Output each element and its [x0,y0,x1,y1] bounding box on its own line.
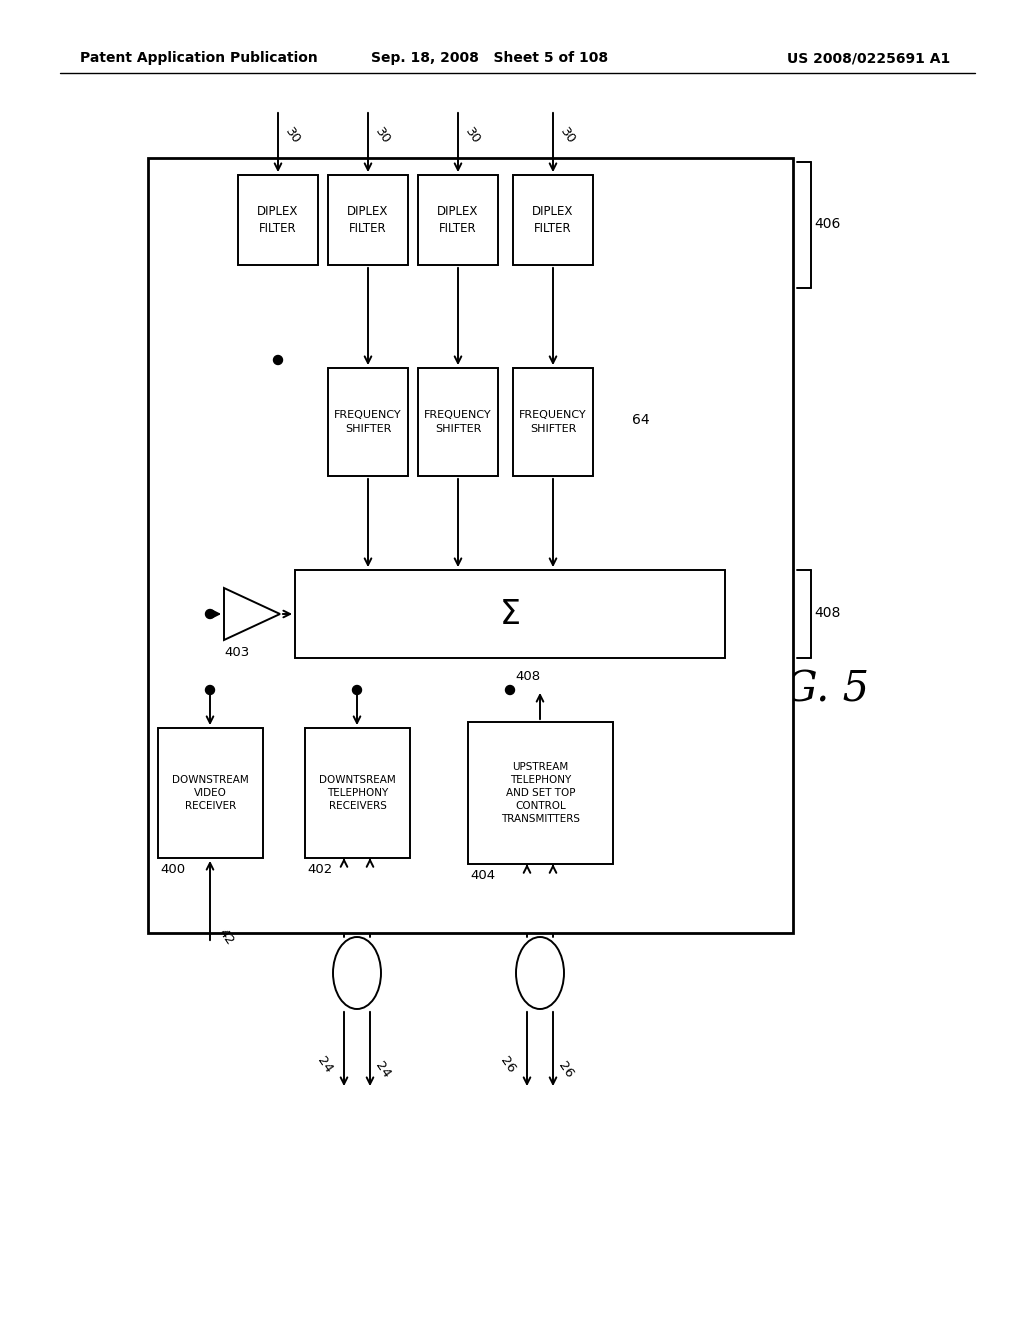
Text: DOWNTSREAM
TELEPHONY
RECEIVERS: DOWNTSREAM TELEPHONY RECEIVERS [319,775,396,812]
Text: 403: 403 [224,645,249,659]
Bar [513,368,593,477]
Text: 26: 26 [498,1053,518,1076]
Text: 24: 24 [373,1059,393,1080]
Text: 404: 404 [470,869,496,882]
Bar [418,368,498,477]
Text: 408: 408 [515,671,540,682]
Text: DIPLEX
FILTER: DIPLEX FILTER [532,205,573,235]
Text: FREQUENCY
SHIFTER: FREQUENCY SHIFTER [519,411,587,433]
Text: Sep. 18, 2008   Sheet 5 of 108: Sep. 18, 2008 Sheet 5 of 108 [372,51,608,65]
Bar [295,570,725,657]
Text: FIG. 5: FIG. 5 [740,669,870,711]
Circle shape [206,610,214,619]
Text: Patent Application Publication: Patent Application Publication [80,51,317,65]
Circle shape [506,685,514,694]
Text: 42: 42 [216,927,237,948]
Bar [305,729,410,858]
Text: DOWNSTREAM
VIDEO
RECEIVER: DOWNSTREAM VIDEO RECEIVER [172,775,249,812]
Circle shape [206,685,214,694]
Text: 30: 30 [463,125,483,147]
Text: 30: 30 [283,125,303,147]
Text: FREQUENCY
SHIFTER: FREQUENCY SHIFTER [424,411,492,433]
Ellipse shape [516,937,564,1008]
Text: 24: 24 [315,1053,335,1076]
Bar [418,176,498,265]
Text: 30: 30 [373,125,393,147]
Text: 64: 64 [632,413,649,426]
Text: 400: 400 [160,863,185,876]
Bar [513,176,593,265]
Bar [328,176,408,265]
Text: FREQUENCY
SHIFTER: FREQUENCY SHIFTER [334,411,401,433]
Text: UPSTREAM
TELEPHONY
AND SET TOP
CONTROL
TRANSMITTERS: UPSTREAM TELEPHONY AND SET TOP CONTROL T… [501,762,580,825]
Ellipse shape [333,937,381,1008]
Bar [158,729,263,858]
Circle shape [273,355,283,364]
Bar [148,158,793,933]
Bar [328,368,408,477]
Bar [238,176,318,265]
Polygon shape [224,587,280,640]
Text: DIPLEX
FILTER: DIPLEX FILTER [347,205,389,235]
Text: DIPLEX
FILTER: DIPLEX FILTER [437,205,478,235]
Text: 402: 402 [307,863,332,876]
Text: 30: 30 [558,125,579,147]
Text: DIPLEX
FILTER: DIPLEX FILTER [257,205,299,235]
Text: US 2008/0225691 A1: US 2008/0225691 A1 [786,51,950,65]
Bar [313,350,613,492]
Text: 408: 408 [814,606,841,620]
Circle shape [352,685,361,694]
Text: 26: 26 [556,1059,577,1080]
Bar [468,722,613,865]
Text: Σ: Σ [500,598,520,631]
Text: 406: 406 [814,216,841,231]
